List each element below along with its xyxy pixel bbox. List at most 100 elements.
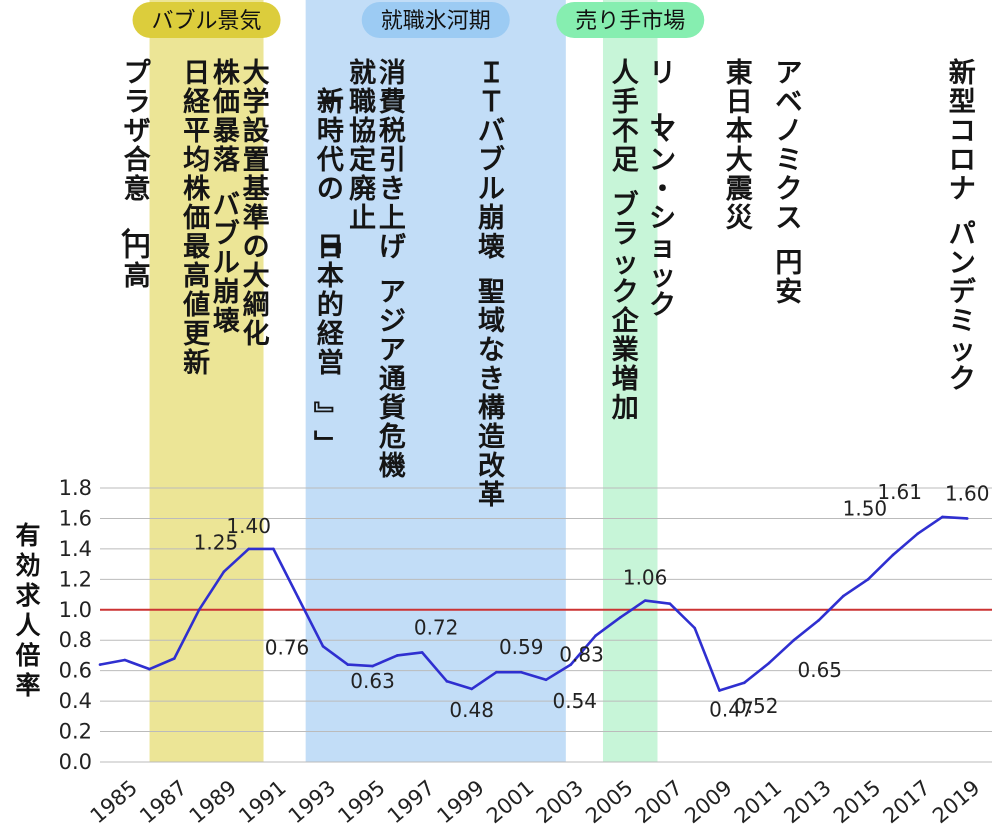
- data-label-6: 0.59: [499, 635, 544, 659]
- data-point-27: [767, 661, 771, 665]
- data-point-7: [272, 547, 275, 551]
- data-label-8: 0.83: [559, 643, 604, 667]
- event-text-3: 大学設置基準の大綱化: [243, 58, 271, 350]
- data-label-3: 0.63: [350, 669, 395, 693]
- event-text-9: リーマン・ショック: [642, 58, 676, 321]
- event-text-4: 「新時代の『日本的経営』」: [310, 82, 345, 457]
- y-tick-8: 1.6: [59, 506, 92, 530]
- y-tick-5: 1.0: [59, 598, 92, 622]
- era-bands: [149, 0, 658, 762]
- x-tick-1: 1987: [135, 775, 191, 828]
- data-labels: 1.251.40 0.76 0.63 0.72 0.48 0.59 0.54 0.83 1.06…: [194, 480, 990, 722]
- era-label-0: バブル景気: [152, 9, 262, 34]
- data-label-7: 0.54: [553, 689, 598, 713]
- x-axis-ticks: 1985198719891991199319951997199920012003…: [86, 775, 985, 828]
- event-text-7: ＩＴバブル崩壊聖域なき構造改革: [478, 58, 505, 511]
- data-point-28: [792, 638, 796, 642]
- x-tick-7: 1999: [433, 775, 489, 828]
- x-tick-2: 1989: [185, 775, 241, 828]
- y-tick-6: 1.2: [59, 567, 92, 591]
- y-tick-2: 0.4: [59, 689, 92, 713]
- era-labels: バブル景気 就職氷河期 売り手市場: [132, 2, 705, 38]
- data-label-9: 1.06: [623, 566, 668, 590]
- x-tick-8: 2001: [482, 775, 538, 828]
- data-point-0: [98, 663, 102, 666]
- x-tick-3: 1991: [234, 775, 290, 828]
- data-point-22: [643, 599, 647, 602]
- era-band-1: [305, 0, 566, 762]
- data-point-34: [941, 515, 944, 519]
- y-tick-7: 1.4: [59, 537, 92, 561]
- era-band-0: [149, 0, 264, 762]
- x-tick-5: 1995: [333, 775, 389, 828]
- event-text-8: 人手不足ブラック企業増加: [612, 58, 640, 424]
- data-point-32: [891, 553, 895, 557]
- era-pill-2: [556, 2, 705, 38]
- data-point-31: [866, 578, 870, 581]
- data-label-5: 0.48: [449, 698, 494, 722]
- data-point-3: [173, 657, 176, 660]
- era-pill-0: [132, 2, 281, 38]
- data-point-21: [619, 616, 622, 619]
- x-tick-6: 1997: [383, 775, 439, 828]
- y-tick-9: 1.8: [59, 476, 92, 500]
- x-tick-4: 1993: [284, 775, 340, 828]
- data-label-2: 0.76: [265, 635, 310, 659]
- event-text-1: 日経平均株価最高値更新: [182, 58, 211, 379]
- data-label-15: 1.60: [945, 481, 990, 505]
- x-tick-0: 1985: [86, 775, 142, 828]
- data-label-1: 1.40: [226, 514, 271, 538]
- data-point-6: [247, 547, 250, 551]
- era-label-1: 就職氷河期: [381, 9, 491, 34]
- data-point-8: [296, 596, 300, 599]
- y-tick-4: 0.8: [59, 628, 92, 652]
- data-point-25: [718, 689, 721, 692]
- event-text-11: アベノミクス円安: [775, 58, 802, 308]
- data-label-0: 1.25: [194, 531, 239, 555]
- event-text-12: 新型コロナパンデミック: [949, 57, 977, 395]
- data-point-35: [965, 517, 969, 520]
- era-label-2: 売り手市場: [575, 9, 685, 34]
- x-tick-12: 2009: [680, 775, 736, 828]
- series-line-group: [98, 515, 969, 692]
- data-label-4: 0.72: [414, 615, 459, 639]
- data-point-18: [544, 678, 548, 682]
- data-label-10: 0.47: [709, 697, 754, 721]
- y-tick-0: 0.0: [59, 750, 92, 774]
- data-point-14: [445, 680, 449, 683]
- y-axis-ticks: 0.0 0.2 0.4 0.6 0.8 1.0 1.2 1.4 1.6 1.8: [59, 476, 92, 774]
- era-pill-1: [361, 2, 510, 38]
- data-point-29: [817, 619, 820, 622]
- x-tick-9: 2003: [532, 775, 588, 828]
- data-point-33: [916, 532, 919, 535]
- data-point-12: [396, 654, 399, 657]
- era-band-2: [602, 0, 658, 762]
- event-text-6: 消費税引き上げアジア通貨危機: [379, 58, 407, 482]
- data-point-23: [668, 602, 672, 605]
- y-tick-3: 0.6: [59, 659, 92, 683]
- data-point-10: [346, 663, 350, 666]
- y-tick-1: 0.2: [59, 720, 92, 744]
- data-point-11: [371, 664, 374, 668]
- data-point-9: [321, 645, 325, 648]
- data-point-30: [842, 594, 845, 598]
- data-label-14: 1.61: [877, 480, 922, 504]
- data-point-24: [693, 626, 696, 630]
- data-point-13: [420, 651, 424, 654]
- y-axis-label-text: 有効求人倍率: [15, 521, 40, 700]
- event-text-0: プラザ合意、円高: [117, 58, 152, 292]
- data-point-4: [197, 608, 201, 612]
- x-tick-17: 2019: [928, 775, 984, 828]
- data-point-19: [569, 663, 573, 666]
- data-point-1: [123, 658, 127, 662]
- event-text-5: 就職協定廃止: [349, 58, 377, 234]
- event-text-10: 東日本大震災: [726, 58, 754, 234]
- data-point-26: [742, 681, 746, 685]
- x-tick-16: 2017: [879, 775, 935, 828]
- grid-lines: [100, 487, 992, 763]
- y-axis-label: 有効求人倍率: [15, 521, 40, 700]
- data-label-12: 0.65: [798, 658, 843, 682]
